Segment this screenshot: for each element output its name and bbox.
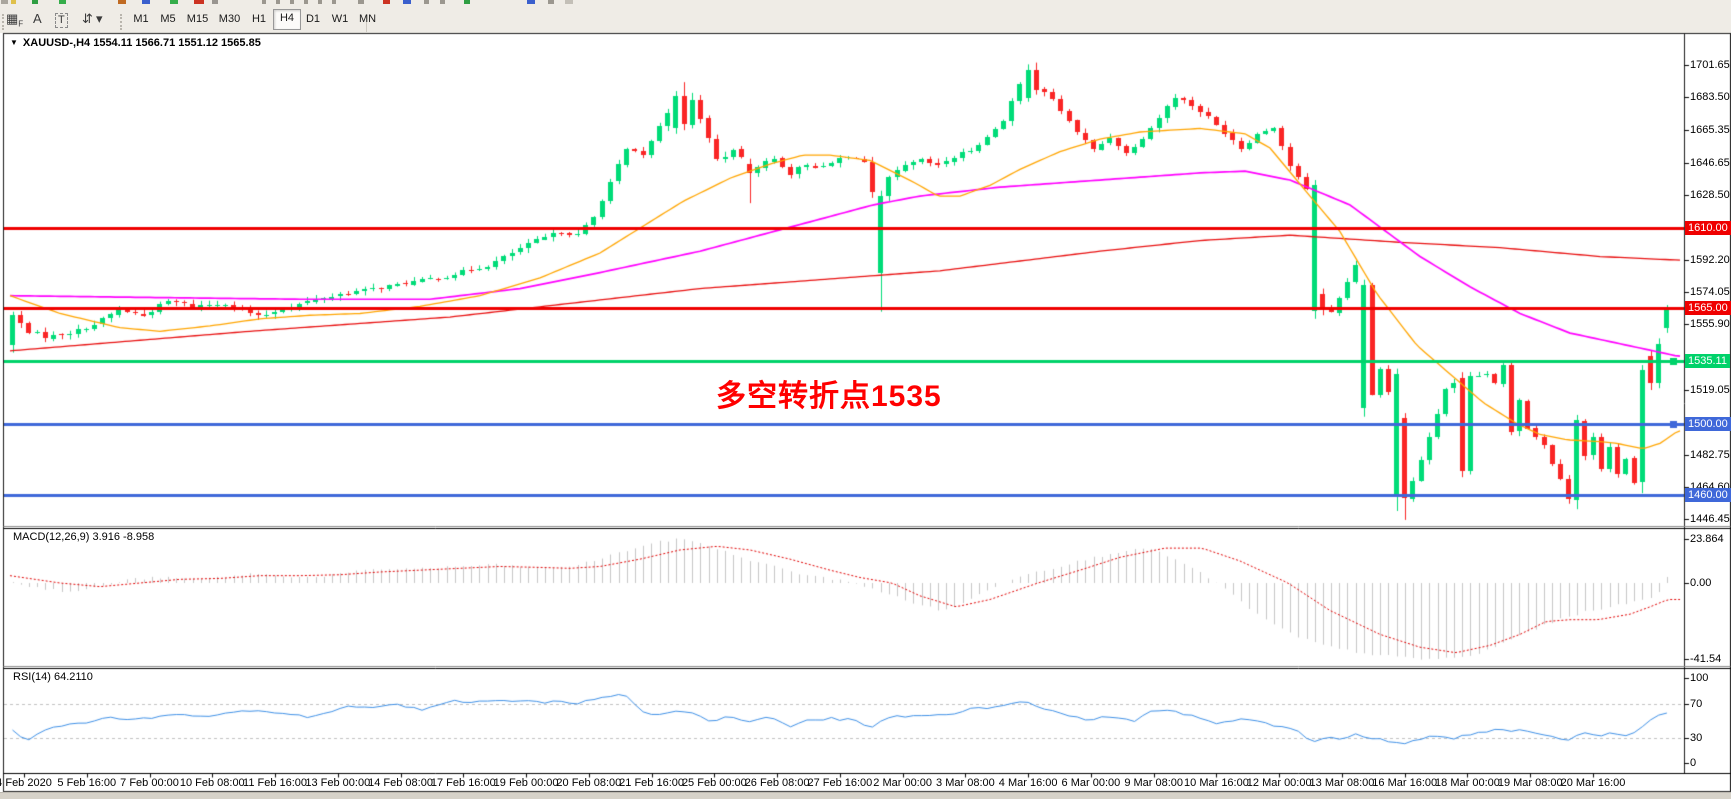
date-axis-label: 12 Mar 00:00 <box>1246 777 1312 789</box>
price-axis-label: 1665.35 <box>1690 123 1730 136</box>
date-axis-label: 20 Feb 08:00 <box>556 777 622 789</box>
price-axis-label: 1574.05 <box>1690 286 1730 299</box>
date-axis-label: 5 Feb 16:00 <box>57 777 117 789</box>
date-axis-label: 27 Feb 16:00 <box>807 777 873 789</box>
price-axis-label: 1555.90 <box>1690 318 1730 331</box>
date-axis-label: 18 Mar 00:00 <box>1435 777 1500 789</box>
date-axis-label: 20 Mar 16:00 <box>1560 777 1626 789</box>
date-axis-label: 10 Mar 16:00 <box>1184 777 1249 789</box>
price-line-label: 1500.00 <box>1685 416 1731 431</box>
annotation-text[interactable]: 多空转折点1535 <box>716 380 942 413</box>
price-axis-label: 1646.65 <box>1690 156 1730 169</box>
date-axis-label: 14 Feb 08:00 <box>368 777 433 789</box>
price-axis-label: 1446.45 <box>1690 513 1730 526</box>
price-axis-label: 1519.05 <box>1690 383 1730 396</box>
chart-dropdown-icon[interactable]: ▼ <box>10 38 18 47</box>
chart-title: ▼ XAUUSD-,H4 1554.11 1566.71 1551.12 1565… <box>10 37 261 49</box>
date-axis-label: 13 Feb 00:00 <box>305 777 371 789</box>
rsi-axis-label: 0 <box>1690 757 1697 769</box>
rsi-axis-label: 70 <box>1690 697 1703 710</box>
macd-indicator-label: MACD(12,26,9) 3.916 -8.958 <box>13 531 155 543</box>
date-axis-label: 7 Feb 00:00 <box>120 777 179 789</box>
price-axis-label: 1701.65 <box>1690 59 1730 71</box>
rsi-indicator-label: RSI(14) 64.2110 <box>13 671 93 683</box>
price-axis-label: 1628.50 <box>1690 189 1730 202</box>
date-axis-label: 17 Feb 16:00 <box>430 777 496 789</box>
macd-axis-label: -41.54 <box>1690 653 1722 666</box>
price-line-label: 1565.00 <box>1685 301 1731 316</box>
date-axis-label: 4 Mar 16:00 <box>998 777 1058 789</box>
date-axis-label: 6 Mar 00:00 <box>1061 777 1121 789</box>
chart-title-text: XAUUSD-,H4 1554.11 1566.71 1551.12 1565.… <box>22 37 261 49</box>
price-axis-label: 1683.50 <box>1690 91 1730 104</box>
date-axis-label: 21 Feb 16:00 <box>619 777 685 789</box>
window-bottom-strip <box>0 792 1731 799</box>
date-axis-label: 26 Feb 08:00 <box>744 777 810 789</box>
macd-axis-label: 0.00 <box>1690 577 1712 589</box>
price-axis-label: 1482.75 <box>1690 448 1730 461</box>
price-line-label: 1610.00 <box>1685 221 1731 236</box>
date-axis-label: 3 Mar 08:00 <box>936 777 995 789</box>
rsi-axis-label: 100 <box>1690 672 1709 684</box>
date-axis-label: 2 Mar 00:00 <box>873 777 932 789</box>
rsi-axis-label: 30 <box>1690 731 1703 744</box>
price-axis-label: 1592.20 <box>1690 253 1730 266</box>
date-axis-label: 9 Mar 08:00 <box>1124 777 1184 789</box>
date-axis-label: 16 Mar 16:00 <box>1372 777 1438 789</box>
date-axis-label: 13 Mar 08:00 <box>1309 777 1375 789</box>
price-line-label: 1535.11 <box>1685 354 1730 369</box>
macd-axis-label: 23.864 <box>1690 533 1724 546</box>
date-axis-label: 25 Feb 00:00 <box>681 777 747 789</box>
date-axis-label: 11 Feb 16:00 <box>243 777 308 789</box>
date-axis-label: 4 Feb 2020 <box>0 777 52 789</box>
date-axis-label: 10 Feb 08:00 <box>179 777 245 789</box>
date-axis-label: 19 Mar 08:00 <box>1497 777 1563 789</box>
date-axis-label: 19 Feb 00:00 <box>493 777 559 789</box>
price-line-label: 1460.00 <box>1685 487 1731 502</box>
